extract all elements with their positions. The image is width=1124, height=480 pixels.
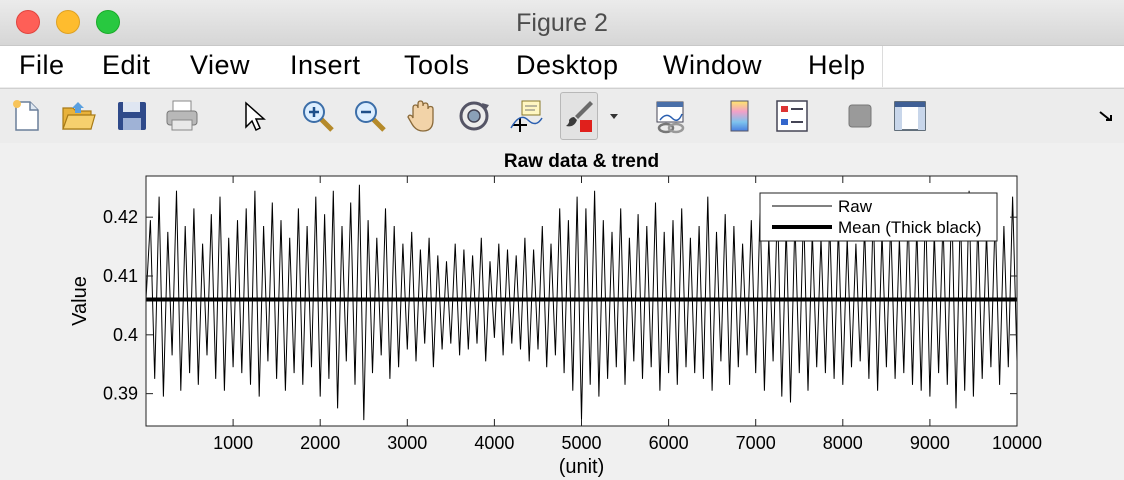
x-tick-label: 4000: [474, 433, 514, 453]
x-tick-label: 9000: [910, 433, 950, 453]
x-tick-label: 2000: [300, 433, 340, 453]
menu-desktop[interactable]: Desktop: [516, 50, 619, 80]
x-tick-label: 5000: [561, 433, 601, 453]
dock-icon[interactable]: [1096, 106, 1118, 128]
new-figure-icon[interactable]: [8, 98, 44, 134]
window-title-bar: Figure 2: [0, 0, 1124, 46]
save-icon[interactable]: [114, 98, 150, 134]
print-icon[interactable]: [164, 98, 200, 134]
show-plot-tools-icon[interactable]: [892, 98, 928, 134]
brush-icon[interactable]: [560, 98, 596, 134]
data-cursor-icon[interactable]: [508, 98, 544, 134]
hide-plot-tools-icon[interactable]: [842, 98, 878, 134]
brush-dropdown-icon[interactable]: [604, 98, 624, 134]
zoom-out-icon[interactable]: [352, 98, 388, 134]
link-plot-icon[interactable]: [652, 98, 688, 134]
pan-hand-icon[interactable]: [404, 98, 440, 134]
x-tick-label: 6000: [649, 433, 689, 453]
legend-icon[interactable]: [774, 98, 810, 134]
edit-plot-arrow-icon[interactable]: [236, 98, 272, 134]
zoom-in-icon[interactable]: [300, 98, 336, 134]
chart-title: Raw data & trend: [504, 151, 659, 172]
y-tick-label: 0.39: [103, 384, 138, 404]
y-tick-label: 0.41: [103, 266, 138, 286]
x-tick-label: 3000: [387, 433, 427, 453]
menu-bar: File Edit View Insert Tools Desktop Wind…: [0, 46, 1124, 87]
x-axis-label: (unit): [559, 456, 605, 478]
legend[interactable]: Raw Mean (Thick black): [759, 192, 998, 242]
menu-tools[interactable]: Tools: [404, 50, 470, 80]
y-axis-label: Value: [69, 276, 91, 326]
rotate-3d-icon[interactable]: [456, 98, 492, 134]
legend-entry-raw: Raw: [838, 197, 873, 216]
y-tick-label: 0.4: [113, 325, 138, 345]
x-tick-label: 8000: [823, 433, 863, 453]
colorbar-icon[interactable]: [722, 98, 758, 134]
line-chart[interactable]: 1000 2000 3000 4000 5000 6000 7000 8000 9000 1000…: [0, 143, 1124, 480]
menu-insert[interactable]: Insert: [290, 50, 361, 80]
menu-edit[interactable]: Edit: [102, 50, 151, 80]
menu-view[interactable]: View: [190, 50, 251, 80]
x-tick-label: 10000: [992, 433, 1042, 453]
menu-file[interactable]: File: [19, 50, 65, 80]
minimize-window-button[interactable]: [56, 10, 80, 34]
menu-help[interactable]: Help: [808, 50, 866, 80]
legend-entry-mean: Mean (Thick black): [838, 218, 982, 237]
window-title: Figure 2: [516, 9, 608, 37]
x-tick-label: 7000: [736, 433, 776, 453]
y-tick-label: 0.42: [103, 207, 138, 227]
zoom-window-button[interactable]: [96, 10, 120, 34]
open-file-icon[interactable]: [60, 98, 96, 134]
figure-canvas: 1000 2000 3000 4000 5000 6000 7000 8000 9000 1000…: [0, 143, 1124, 480]
x-tick-label: 1000: [213, 433, 253, 453]
close-window-button[interactable]: [16, 10, 40, 34]
menu-window[interactable]: Window: [663, 50, 763, 80]
